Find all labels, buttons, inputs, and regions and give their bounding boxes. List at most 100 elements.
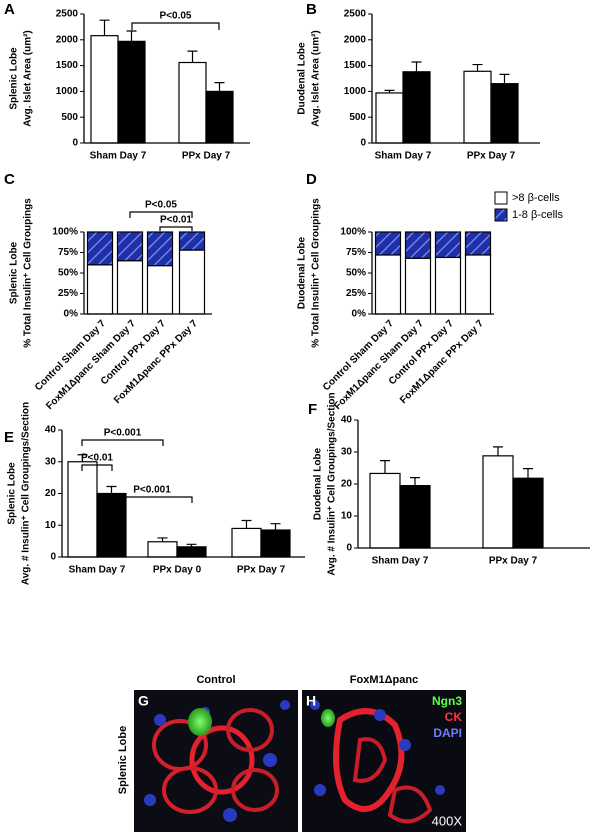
y-axis-label: Duodenal Lobe — [313, 447, 324, 520]
annotation: P<0.001 — [104, 428, 142, 439]
y-axis-label: Avg. # Insulin⁺ Cell Groupings/Section — [327, 392, 338, 575]
bar — [490, 83, 519, 144]
panel-letter: H — [306, 693, 316, 709]
bar — [146, 265, 174, 315]
panel-letter: E — [4, 429, 14, 446]
error-bar — [214, 82, 225, 92]
error-bar — [186, 543, 197, 547]
chart: D Duodenal Lobe% Total Insulin⁺ Cell Grou… — [297, 171, 564, 412]
y-axis-label: Splenic Lobe — [7, 462, 18, 525]
error-bar — [241, 519, 252, 529]
significance-bracket — [81, 464, 113, 471]
bar — [404, 257, 432, 315]
error-bar — [410, 477, 420, 486]
bar — [117, 40, 146, 144]
significance-bracket — [111, 496, 193, 503]
significance-bracket — [131, 22, 220, 30]
error-bar — [106, 485, 117, 494]
y-tick-label: 20 — [45, 488, 57, 499]
y-tick-label: 40 — [45, 425, 57, 436]
error-bar — [157, 537, 168, 542]
significance-bracket — [129, 211, 193, 218]
error-bar — [380, 460, 390, 474]
error-bar — [523, 468, 533, 479]
y-tick-label: 10 — [341, 511, 353, 522]
y-axis-label: Splenic Lobe — [9, 241, 20, 304]
bar — [464, 254, 492, 315]
annotation: P<0.05 — [160, 11, 192, 22]
y-tick-label: 2500 — [56, 9, 79, 20]
micrograph-g — [134, 690, 298, 832]
y-tick-label: 100% — [52, 227, 78, 238]
bar — [178, 61, 207, 144]
error-bar — [472, 63, 483, 72]
bar — [205, 90, 234, 144]
y-tick-label: 50% — [346, 268, 366, 279]
y-tick-label: 100% — [340, 227, 366, 238]
stain-label: DAPI — [433, 726, 462, 740]
bar — [96, 492, 127, 558]
x-tick-label: PPx Day 0 — [153, 565, 202, 576]
error-bar — [493, 446, 503, 456]
bar — [86, 231, 114, 266]
bar — [178, 231, 206, 251]
y-tick-label: 50% — [58, 268, 78, 279]
stain-label: Ngn3 — [432, 694, 462, 708]
error-bar — [411, 61, 422, 72]
y-tick-label: 2500 — [344, 9, 367, 20]
bar — [369, 472, 401, 549]
y-tick-label: 20 — [341, 479, 353, 490]
significance-bracket — [159, 226, 193, 231]
y-tick-label: 75% — [58, 247, 78, 258]
y-tick-label: 25% — [58, 288, 78, 299]
error-bar — [77, 454, 88, 462]
panel-letter: A — [4, 1, 15, 18]
y-tick-label: 30 — [45, 456, 57, 467]
bar — [260, 529, 291, 558]
magnification: 400X — [432, 813, 463, 828]
bar — [147, 541, 178, 558]
annotation: P<0.001 — [133, 485, 171, 496]
micrograph-title: Control — [196, 674, 235, 686]
y-tick-label: 0 — [360, 138, 366, 149]
bar — [67, 461, 98, 558]
y-tick-label: 0 — [72, 138, 78, 149]
error-bar — [499, 73, 510, 84]
y-tick-label: 0 — [50, 552, 56, 563]
x-tick-label: Sham Day 7 — [69, 565, 126, 576]
error-bar — [126, 30, 137, 42]
x-tick-label: PPx Day 7 — [237, 565, 286, 576]
bar — [402, 71, 431, 144]
panel-letter: D — [306, 171, 317, 188]
y-tick-label: 1500 — [56, 60, 79, 71]
stain-label: CK — [445, 710, 463, 724]
y-tick-label: 2000 — [56, 34, 79, 45]
bar — [482, 455, 514, 549]
bar — [178, 249, 206, 315]
chart: E Splenic Lobe Avg. # Insulin⁺ Cell Groupi… — [4, 402, 305, 585]
bar — [512, 477, 544, 549]
bar — [116, 231, 144, 262]
y-tick-label: 40 — [341, 415, 353, 426]
y-axis-label: Avg. Islet Area (um²) — [23, 30, 34, 127]
y-axis-label: Avg. # Insulin⁺ Cell Groupings/Section — [21, 402, 32, 585]
y-axis-label: % Total Insulin⁺ Cell Groupings — [23, 198, 34, 348]
panel-letter: G — [138, 693, 149, 709]
row-label: Splenic Lobe — [117, 726, 129, 794]
bar — [434, 256, 462, 315]
bar — [374, 254, 402, 315]
y-tick-label: 1000 — [344, 86, 367, 97]
error-bar — [187, 50, 198, 63]
y-axis-label: % Total Insulin⁺ Cell Groupings — [311, 198, 322, 348]
error-bar — [384, 89, 395, 93]
annotation: P<0.01 — [81, 453, 113, 464]
y-axis-label: Avg. Islet Area (um²) — [311, 30, 322, 127]
error-bar — [270, 523, 281, 531]
bar — [464, 231, 492, 256]
legend-label: 1-8 β-cells — [512, 209, 563, 221]
significance-bracket — [81, 439, 164, 446]
micrograph-h — [302, 690, 466, 832]
annotation: P<0.01 — [160, 215, 192, 226]
y-tick-label: 75% — [346, 247, 366, 258]
